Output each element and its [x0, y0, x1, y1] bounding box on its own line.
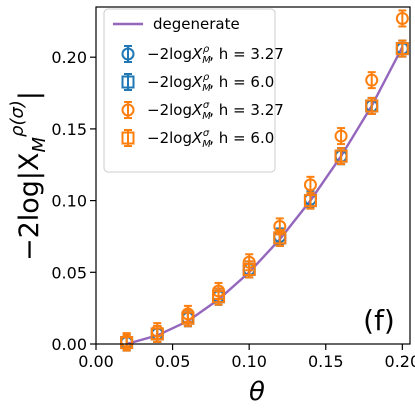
- data-point-s4-p7: [303, 191, 317, 210]
- legend-label: −2logXMσ, h = 6.0: [147, 128, 274, 150]
- panel-label: (f): [363, 304, 395, 337]
- x-tick-label: 0.15: [308, 352, 344, 371]
- legend-entry-3: −2logXMσ, h = 3.27: [121, 100, 284, 122]
- legend-label: −2logXMσ, h = 3.27: [147, 100, 284, 122]
- data-point-s4-p5: [242, 260, 256, 279]
- data-point-s4-p4: [212, 287, 226, 306]
- y-tick-label: 0.00: [51, 335, 87, 354]
- legend: degenerate −2logXMρ, h = 3.27 −2logXMρ, h …: [103, 8, 284, 173]
- data-point-s4-p3: [181, 309, 195, 328]
- chart-marks: [120, 9, 409, 352]
- data-point-s3-p8: [334, 127, 348, 146]
- x-tick-label: 0.10: [231, 352, 267, 371]
- data-point-s3-p10: [395, 9, 409, 28]
- legend-label: −2logXMρ, h = 3.27: [147, 44, 284, 66]
- data-point-s4-p8: [334, 147, 348, 166]
- legend-box: [103, 8, 276, 173]
- plot-frame: [95, 6, 411, 345]
- legend-entry-1: −2logXMρ, h = 3.27: [121, 44, 284, 66]
- x-tick-label: 0.00: [78, 352, 114, 371]
- legend-label: −2logXMρ, h = 6.0: [147, 72, 274, 94]
- axis-ticks: 0.00 0.05 0.10 0.15 0.20 0.00 0.05 0.10 0.15 0.20: [51, 48, 415, 371]
- data-point-s4-p1: [120, 333, 134, 352]
- y-axis-label: −2log|XMρ(σ)|: [7, 91, 50, 261]
- legend-marker-1: [121, 45, 135, 63]
- x-tick-label: 0.05: [155, 352, 191, 371]
- series-line-degenerate: [126, 46, 404, 346]
- y-tick-label: 0.15: [51, 120, 87, 139]
- data-point-s4-p2: [150, 324, 164, 343]
- legend-marker-4: [121, 129, 135, 147]
- legend-entry-2: −2logXMρ, h = 6.0: [121, 72, 274, 94]
- y-tick-label: 0.10: [51, 192, 87, 211]
- x-tick-label: 0.20: [385, 352, 415, 371]
- data-point-s4-p6: [273, 228, 287, 247]
- data-point-s4-p9: [365, 96, 379, 115]
- legend-marker-3: [121, 101, 135, 119]
- x-axis-label: θ: [249, 377, 265, 407]
- legend-label: degenerate: [153, 15, 240, 33]
- data-point-s3-p9: [365, 71, 379, 90]
- y-tick-label: 0.20: [51, 48, 87, 67]
- y-tick-label: 0.05: [51, 263, 87, 282]
- data-point-s4-p10: [395, 39, 409, 58]
- legend-entry-4: −2logXMσ, h = 6.0: [121, 128, 274, 150]
- legend-marker-2: [121, 73, 135, 91]
- legend-entry-degenerate: degenerate: [113, 15, 240, 33]
